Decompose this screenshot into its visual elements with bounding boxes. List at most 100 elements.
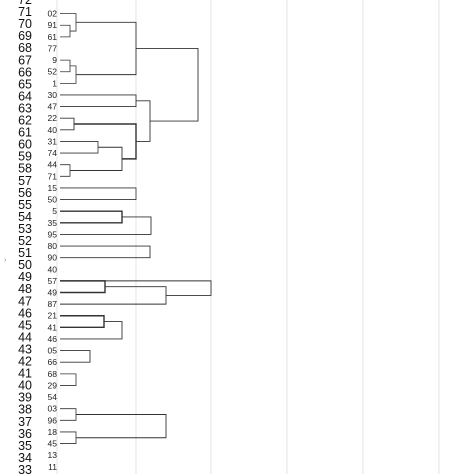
leaf-label: 21 [48,311,58,321]
row-index: 68 [18,41,32,55]
row-index: 65 [18,77,32,91]
leaf-label: 45 [48,439,58,449]
row-index: 69 [18,29,32,43]
leaf-label: 50 [48,195,58,205]
leaf-label: 47 [48,102,58,112]
dendrogram-branch [60,280,106,294]
row-index: 45 [18,318,32,332]
leaf-label: 31 [48,136,58,146]
dendrogram-branch [60,350,91,363]
leaf-label: 46 [48,334,58,344]
row-index: 43 [18,342,32,356]
leaf-label: 91 [48,20,58,30]
row-index-column: 7271706968676665646362616059585756555453… [18,0,32,474]
dendrogram-branch [60,245,151,259]
row-index: 46 [18,306,32,320]
row-index: 66 [18,65,32,79]
row-index: 53 [18,222,32,236]
dendrogram-branch [60,59,71,73]
row-index: 67 [18,53,32,67]
dendrogram-branch [60,141,99,154]
leaf-label: 95 [48,229,58,239]
dendrogram-branch [60,286,167,305]
row-index: 52 [18,234,32,248]
row-index: 55 [18,198,32,212]
leaf-label: 22 [48,113,58,123]
leaf-label: 71 [48,171,58,181]
row-index: 61 [18,126,32,140]
row-index: 54 [18,210,32,224]
leaf-label: 80 [48,241,58,251]
row-index: 42 [18,355,32,369]
dendrogram-branch [76,21,137,76]
leaf-label: 40 [48,125,58,135]
leaf-label: 18 [48,427,58,437]
leaf-label: 03 [48,404,58,414]
dendrogram-branch [60,117,75,131]
row-index: 51 [18,246,32,260]
leaf-label: 44 [48,160,58,170]
leaf-label: 1 [52,78,57,88]
leaf-label: 02 [48,9,58,19]
row-index: 49 [18,270,32,284]
dendrogram-branch [60,94,137,108]
leaf-label: 11 [48,462,57,472]
dendrogram-branch [60,408,77,421]
dendrogram-branch [60,24,71,38]
row-index: 33 [18,463,32,474]
leaf-label: 49 [48,288,58,298]
gridlines [56,0,440,474]
leaf-label: 74 [48,148,58,158]
row-index: 36 [18,427,32,441]
leaf-label: 54 [48,392,58,402]
dendrogram-branch [60,65,77,84]
leaf-label: 66 [48,357,58,367]
dendrogram-branch [60,373,77,386]
row-index: 57 [18,174,32,188]
dendrogram-branch [60,216,152,235]
leaf-label: 90 [48,253,58,263]
leaf-label: 30 [48,90,58,100]
row-marker-icon: › [4,257,7,264]
dendrogram-branch [70,146,123,171]
dendrogram-branch [60,431,77,444]
row-index: 60 [18,138,32,152]
row-index: 34 [18,451,32,465]
leaf-label: 05 [48,346,58,356]
row-index: 72 [18,0,32,7]
dendrogram-branches [60,13,212,444]
row-index: 70 [18,17,32,31]
row-index: 59 [18,150,32,164]
leaf-label: 52 [48,67,58,77]
row-index: 62 [18,114,32,128]
leaf-label: 41 [48,322,58,332]
row-index: 38 [18,403,32,417]
leaf-label: 87 [48,299,58,309]
dendrogram-branch [136,48,199,122]
dendrogram-branch [60,321,123,340]
row-index: 64 [18,89,32,103]
row-index: 37 [18,415,32,429]
dendrogram-branch [76,414,167,439]
row-index: 41 [18,367,32,381]
row-index: 40 [18,379,32,393]
leaf-label: 15 [48,183,58,193]
row-index: 56 [18,186,32,200]
leaf-label: 68 [48,369,58,379]
leaf-label: 13 [48,450,58,460]
leaf-label: 40 [48,264,58,274]
leaf-label: 96 [48,415,58,425]
dendrogram-branch [60,164,71,177]
leaf-label: 29 [48,380,58,390]
leaf-label-column: 0291617795213047224031744471155053595809… [48,9,58,472]
row-index: 39 [18,391,32,405]
row-index: 63 [18,101,32,115]
dendrogram-branch [60,280,212,296]
row-marker: › [4,257,7,264]
dendrogram-branch [60,210,123,224]
row-index: 35 [18,439,32,453]
leaf-label: 5 [52,206,57,216]
leaf-label: 61 [48,32,58,42]
row-index: 58 [18,162,32,176]
